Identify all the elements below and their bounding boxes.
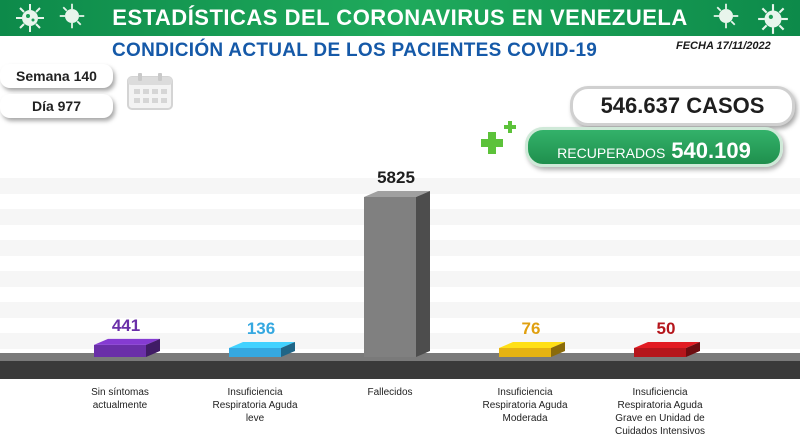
category-label-line: leve [245,413,265,424]
recovered-value: 540.109 [671,138,751,163]
bar-side [281,342,295,357]
bar-front [499,348,551,357]
category-label-line: Respiratoria Aguda [212,400,298,411]
category-label-line: Respiratoria Aguda [482,400,568,411]
category-label-line: Insuficiencia [497,387,553,398]
bar-top [499,342,565,348]
bar-value-label: 441 [112,316,140,335]
day-badge: Día 977 [0,94,113,118]
bar-front [94,344,146,357]
bar-front [634,348,686,357]
header-banner: ESTADÍSTICAS DEL CORONAVIRUS EN VENEZUEL… [0,0,800,36]
category-label: Insuficiencia Respiratoria Aguda leve [190,386,320,425]
bar-side [146,338,160,357]
category-label-line: Cuidados Intensivos [614,426,706,437]
bar-5 [634,342,700,357]
bar-2 [229,342,295,357]
category-label-line: Insuficiencia [632,387,688,398]
category-label-line: actualmente [92,400,148,411]
bar-top [94,338,160,345]
category-label: Sin síntomas actualmente [55,386,185,412]
category-label: Insuficiencia Respiratoria Aguda Grave en … [595,386,725,438]
bar-4 [499,342,565,357]
virus-icon [59,3,85,29]
category-label-line: Insuficiencia [227,387,283,398]
bar-3 [364,191,430,357]
total-cases-badge: 546.637 CASOS [570,86,795,126]
recovered-badge: RECUPERADOS 540.109 [525,127,783,167]
category-label-line: Respiratoria Aguda [617,400,703,411]
bar-1 [94,338,160,357]
bar-value-label: 5825 [377,168,415,187]
bar-front [229,348,281,357]
bar-front [364,197,416,357]
report-date: FECHA 17/11/2022 [676,40,771,52]
category-label-line: Fallecidos [367,387,413,398]
bar-top [229,342,295,348]
week-badge: Semana 140 [0,64,113,88]
calendar-icon [127,73,173,110]
bar-side [686,342,700,357]
page-title: ESTADÍSTICAS DEL CORONAVIRUS EN VENEZUEL… [112,5,688,30]
category-label-line: Grave en Unidad de [615,413,705,424]
virus-icon [758,4,788,34]
category-label-line: Sin síntomas [91,387,149,398]
category-label-line: Moderada [502,413,548,424]
bar-side [551,342,565,357]
bar-chart: 441 136 5825 76 50 [0,168,800,379]
plus-icon [481,121,516,154]
bar-top [634,342,700,348]
category-label: Insuficiencia Respiratoria Aguda Moderada [460,386,590,425]
virus-icon [16,4,44,32]
bar-value-label: 136 [247,319,275,338]
virus-icon [713,3,739,29]
chart-floor [0,361,800,379]
bar-side [416,191,430,357]
grid-band [0,178,800,194]
bar-value-label: 76 [522,319,541,338]
page-subtitle: CONDICIÓN ACTUAL DE LOS PACIENTES COVID-… [112,40,598,61]
category-label: Fallecidos [325,386,455,399]
bar-value-label: 50 [657,319,676,338]
bar-top [364,191,430,197]
recovered-label: RECUPERADOS [557,145,666,161]
